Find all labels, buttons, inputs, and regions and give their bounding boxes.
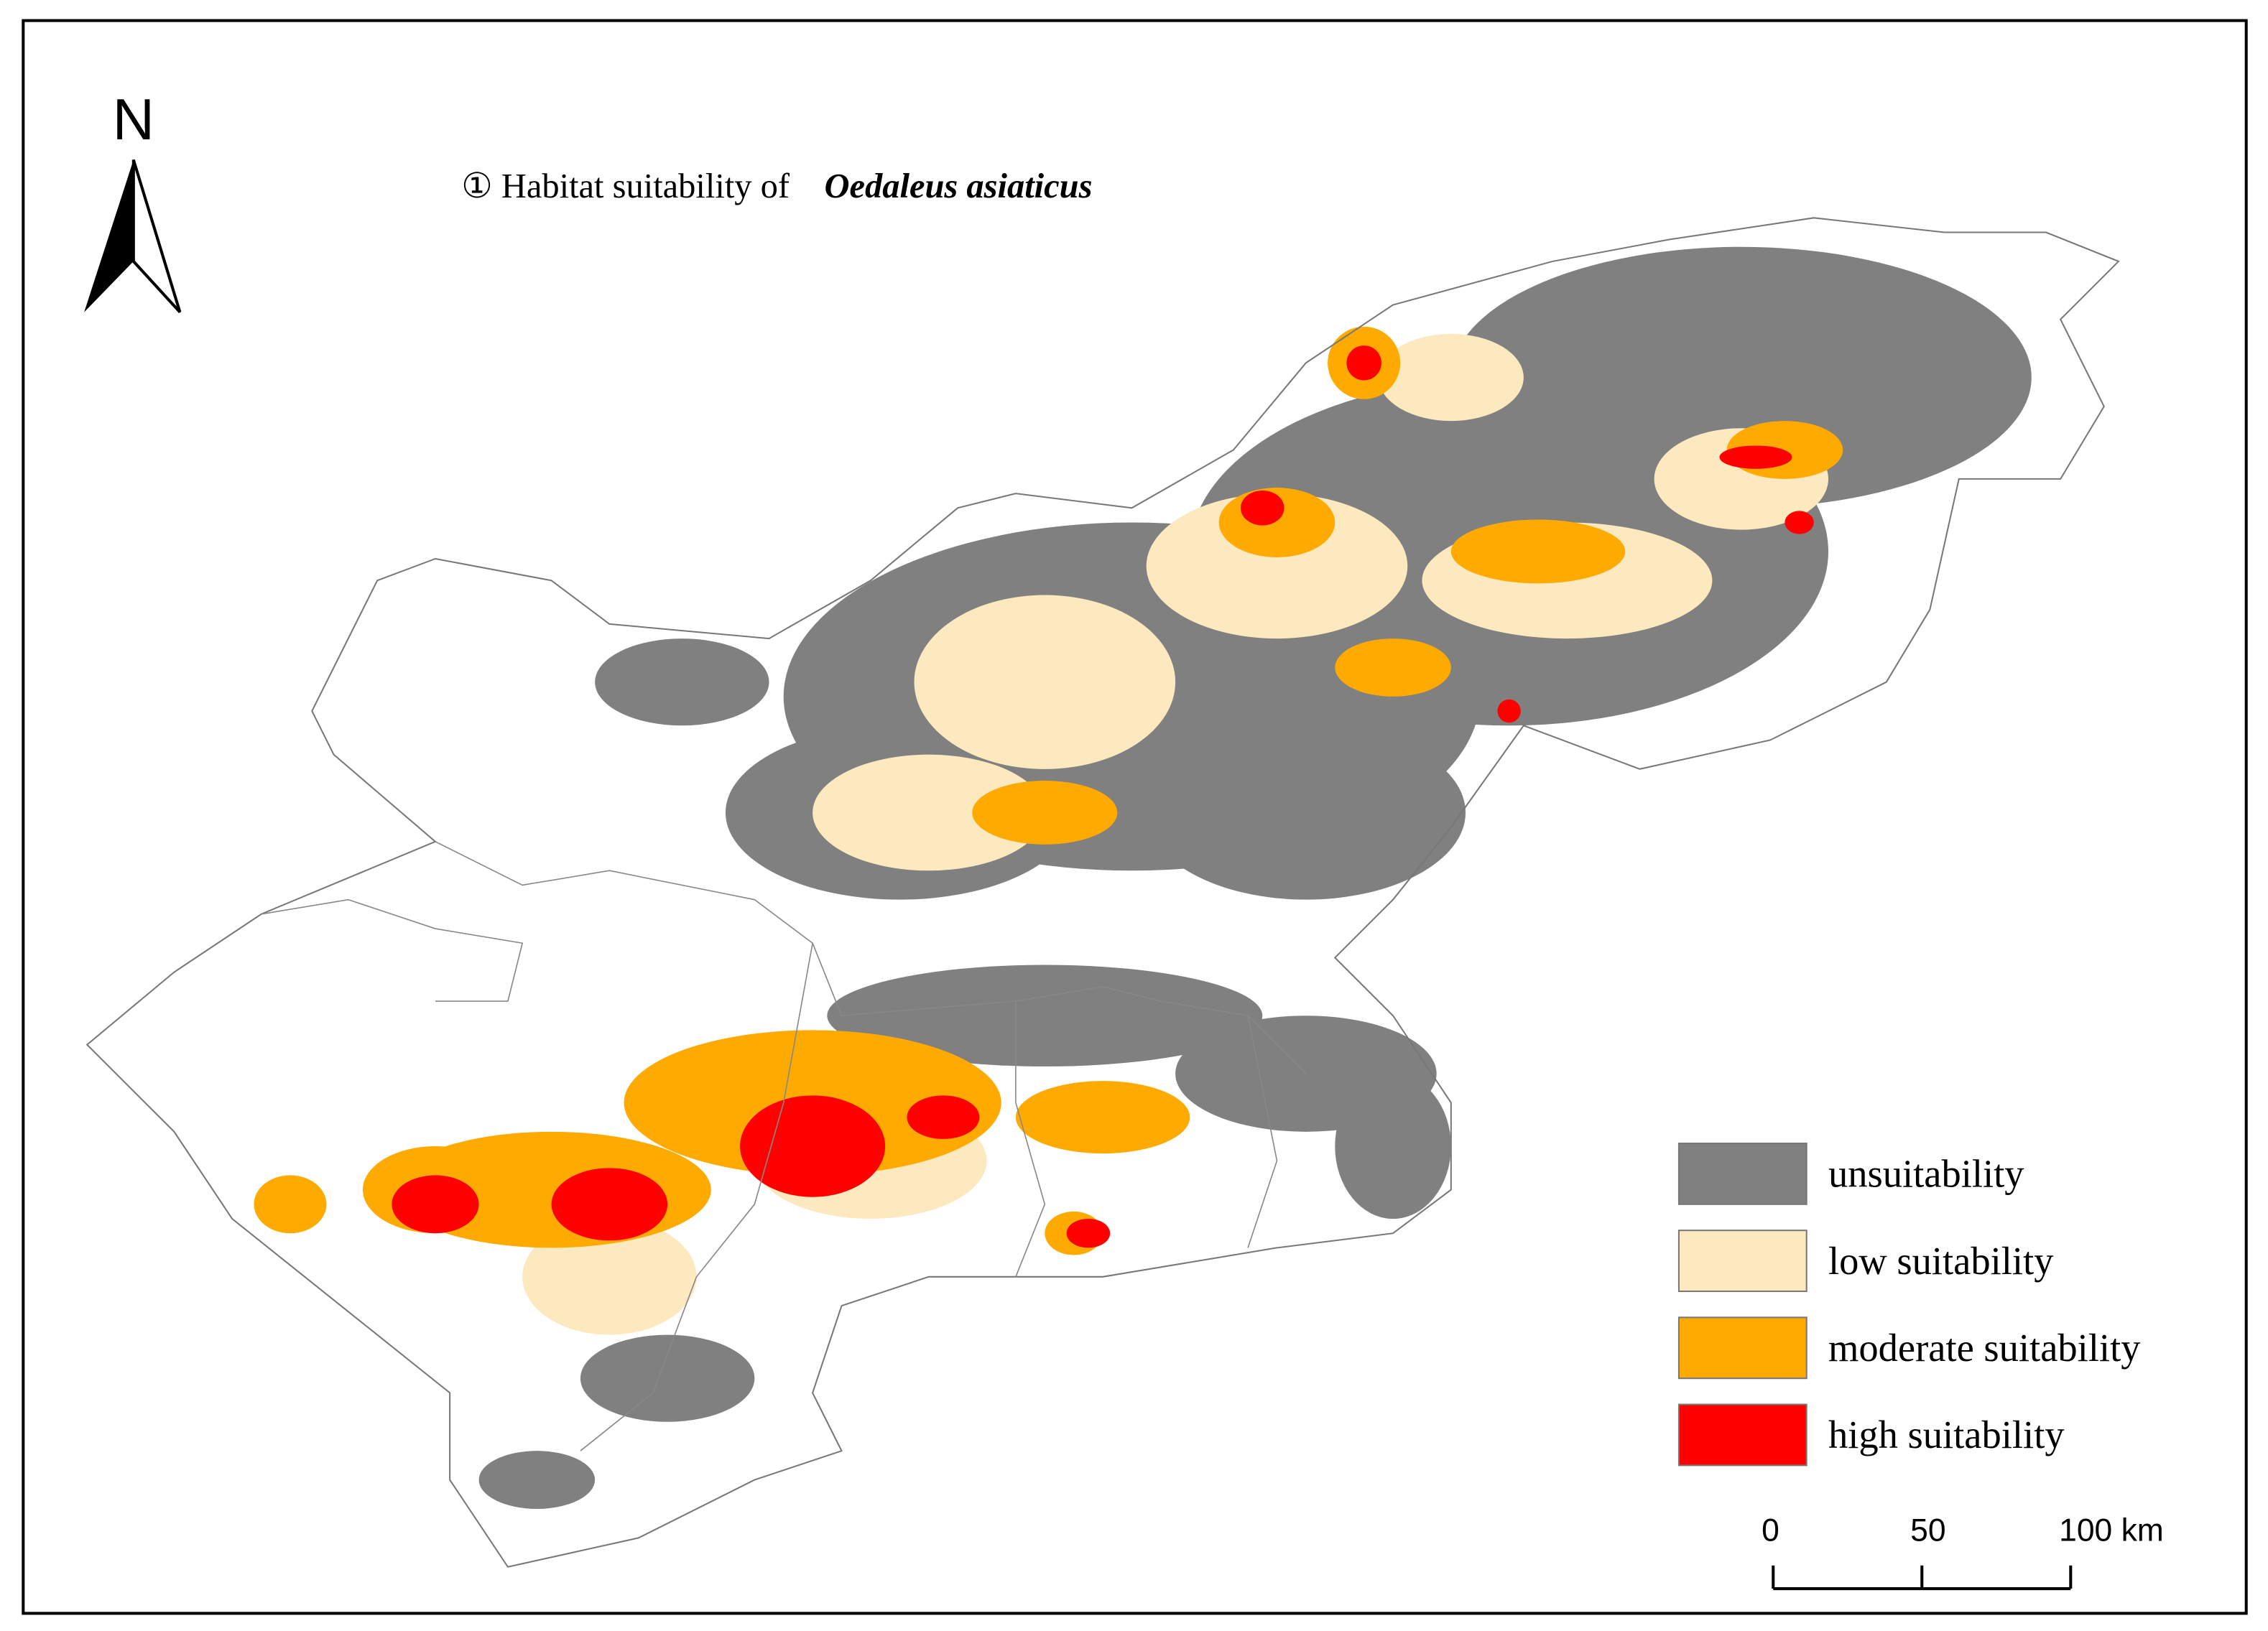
map-title: ① Habitat suitability of Oedaleus asiati… (461, 167, 1092, 205)
suitability-patch (972, 781, 1118, 845)
internal-boundaries (261, 841, 1307, 1451)
legend-swatch (1677, 1403, 1808, 1467)
suitability-patch (1785, 511, 1814, 534)
suitability-patch (522, 1219, 697, 1335)
legend-label: low suitability (1828, 1239, 2054, 1283)
suitability-patch (907, 1095, 980, 1139)
suitability-patch (1497, 699, 1521, 723)
title-species: Oedaleus asiaticus (825, 167, 1093, 205)
suitability-patch (1066, 1219, 1111, 1248)
suitability-patch (595, 638, 769, 726)
scale-bar: 0 50 100 km (1762, 1512, 2164, 1591)
suitability-patch (580, 1334, 755, 1422)
legend-swatch (1677, 1230, 1808, 1293)
suitability-patch (1015, 1081, 1190, 1154)
region-outline (85, 217, 2120, 1568)
north-label: N (113, 88, 154, 152)
suitability-patch (1450, 519, 1626, 584)
suitability-patch (1335, 638, 1451, 697)
scale-label: 100 km (2059, 1512, 2164, 1548)
suitability-patch (1146, 493, 1408, 639)
suitability-patch (478, 1451, 596, 1509)
scale-label: 0 (1762, 1512, 1779, 1548)
legend-label: high suitability (1828, 1413, 2065, 1456)
suitability-patch (1335, 1074, 1451, 1219)
legend-swatch (1677, 1316, 1808, 1380)
legend-swatch (1677, 1142, 1808, 1205)
suitability-patch (813, 754, 1045, 871)
suitability-patch (914, 595, 1176, 769)
legend-label: unsuitability (1828, 1152, 2024, 1196)
suitability-patch (1146, 725, 1466, 900)
suitability-layer (254, 246, 2032, 1509)
suitability-patch (740, 1095, 886, 1197)
suitability-patch (254, 1175, 327, 1234)
suitability-patch (392, 1175, 479, 1234)
scale-label: 50 (1910, 1512, 1945, 1548)
suitability-patch (1240, 491, 1285, 526)
suitability-patch (827, 965, 1263, 1067)
suitability-patch (1719, 445, 1792, 469)
suitability-patch (1378, 333, 1524, 422)
title-prefix: ① Habitat suitability of (461, 167, 790, 205)
legend-label: moderate suitability (1828, 1326, 2141, 1370)
legend: unsuitability low suitability moderate sui… (1677, 1142, 2141, 1467)
suitability-patch (551, 1168, 668, 1241)
suitability-patch (1346, 345, 1381, 381)
suitability-patch (1450, 246, 2032, 508)
